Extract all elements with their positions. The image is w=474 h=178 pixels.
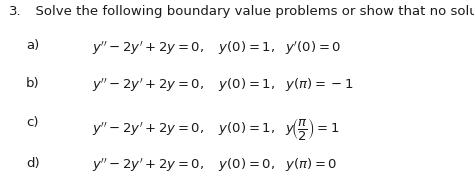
- Text: b): b): [26, 77, 40, 90]
- Text: $y'' - 2y' + 2y = 0,$   $y(0) = 1,$  $y'(0) = 0$: $y'' - 2y' + 2y = 0,$ $y(0) = 1,$ $y'(0)…: [92, 39, 342, 57]
- Text: c): c): [26, 116, 38, 129]
- Text: Solve the following boundary value problems or show that no solution exists:: Solve the following boundary value probl…: [27, 5, 474, 18]
- Text: $y'' - 2y' + 2y = 0,$   $y(0) = 0,$  $y(\pi) = 0$: $y'' - 2y' + 2y = 0,$ $y(0) = 0,$ $y(\pi…: [92, 157, 337, 174]
- Text: $y'' - 2y' + 2y = 0,$   $y(0) = 1,$  $y\!\left(\dfrac{\pi}{2}\right) = 1$: $y'' - 2y' + 2y = 0,$ $y(0) = 1,$ $y\!\l…: [92, 116, 340, 142]
- Text: d): d): [26, 157, 40, 170]
- Text: a): a): [26, 39, 39, 52]
- Text: 3.: 3.: [9, 5, 21, 18]
- Text: $y'' - 2y' + 2y = 0,$   $y(0) = 1,$  $y(\pi) = -1$: $y'' - 2y' + 2y = 0,$ $y(0) = 1,$ $y(\pi…: [92, 77, 354, 94]
